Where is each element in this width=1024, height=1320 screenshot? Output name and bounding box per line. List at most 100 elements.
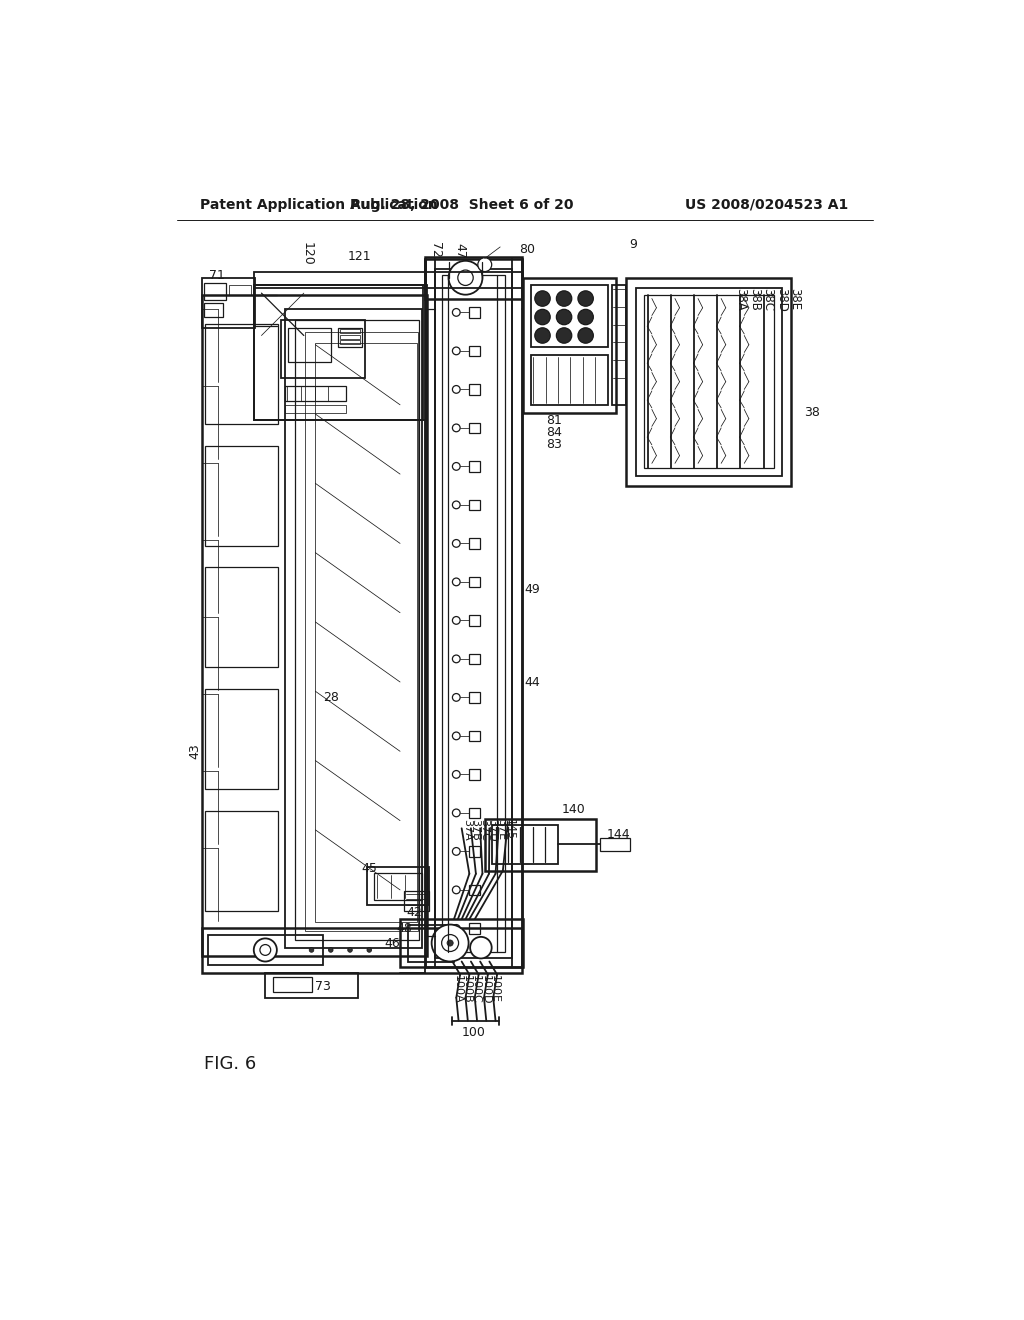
Bar <box>469 577 480 587</box>
Bar <box>285 309 422 948</box>
Bar <box>469 346 480 356</box>
Bar <box>531 355 608 405</box>
Bar <box>202 928 521 973</box>
Circle shape <box>453 733 460 739</box>
Text: 37C: 37C <box>479 818 489 841</box>
Text: 47: 47 <box>454 243 467 259</box>
Bar <box>469 308 480 318</box>
Bar <box>469 422 480 433</box>
Text: 73: 73 <box>315 979 331 993</box>
Circle shape <box>447 940 454 946</box>
Circle shape <box>453 309 460 317</box>
Text: 100D: 100D <box>480 974 490 1005</box>
Bar <box>285 405 346 413</box>
Text: 38B: 38B <box>748 288 761 310</box>
Text: 100C: 100C <box>471 974 481 1003</box>
Circle shape <box>453 616 460 624</box>
Circle shape <box>453 502 460 508</box>
Circle shape <box>441 935 459 952</box>
Text: 38D: 38D <box>775 288 787 312</box>
Text: 48: 48 <box>396 921 412 935</box>
Bar <box>367 867 429 906</box>
Text: 43: 43 <box>188 743 201 759</box>
Bar <box>339 327 361 347</box>
Text: 38A: 38A <box>734 288 746 310</box>
Circle shape <box>432 924 469 961</box>
Text: 9: 9 <box>630 238 637 251</box>
Bar <box>600 837 630 851</box>
Circle shape <box>453 693 460 701</box>
Text: 71: 71 <box>209 269 225 282</box>
Circle shape <box>535 327 550 343</box>
Bar <box>636 288 782 475</box>
Bar <box>205 568 279 668</box>
Circle shape <box>329 948 333 952</box>
Bar <box>340 335 360 339</box>
Circle shape <box>478 257 492 272</box>
Circle shape <box>453 578 460 586</box>
Bar <box>435 268 512 958</box>
Text: 144: 144 <box>606 828 630 841</box>
Bar <box>314 343 417 923</box>
Text: 80: 80 <box>519 243 536 256</box>
Bar <box>295 321 419 940</box>
Bar <box>208 935 323 965</box>
Circle shape <box>458 271 473 285</box>
Bar <box>205 446 279 545</box>
Circle shape <box>260 945 270 956</box>
Bar <box>281 321 366 378</box>
Bar <box>202 296 427 956</box>
Circle shape <box>453 771 460 779</box>
Bar <box>469 499 480 511</box>
Circle shape <box>449 261 482 294</box>
Bar <box>493 825 558 863</box>
Text: 83: 83 <box>547 438 562 451</box>
Text: 145: 145 <box>505 818 514 841</box>
Circle shape <box>535 309 550 325</box>
Bar <box>469 770 480 780</box>
Text: 37E: 37E <box>496 818 506 841</box>
Circle shape <box>453 886 460 894</box>
Circle shape <box>453 809 460 817</box>
Bar <box>611 285 626 405</box>
Bar <box>408 924 454 961</box>
Text: 84: 84 <box>547 426 562 440</box>
Bar <box>374 873 422 900</box>
Bar <box>425 259 521 966</box>
Bar <box>469 692 480 702</box>
Bar <box>469 653 480 664</box>
Text: 81: 81 <box>547 413 562 426</box>
Circle shape <box>556 309 571 325</box>
Circle shape <box>453 347 460 355</box>
Bar <box>205 810 279 911</box>
Bar <box>484 818 596 871</box>
Circle shape <box>578 290 593 306</box>
Bar <box>403 891 429 911</box>
Text: Aug. 28, 2008  Sheet 6 of 20: Aug. 28, 2008 Sheet 6 of 20 <box>350 198 573 211</box>
Bar <box>273 977 311 993</box>
Circle shape <box>578 309 593 325</box>
Text: 100A: 100A <box>453 974 463 1003</box>
Bar <box>254 285 423 420</box>
Circle shape <box>453 655 460 663</box>
Bar <box>205 284 226 300</box>
Bar <box>289 327 331 363</box>
Text: 28: 28 <box>323 690 339 704</box>
Text: 38: 38 <box>804 407 820 418</box>
Circle shape <box>453 424 460 432</box>
Text: 38E: 38E <box>787 288 801 310</box>
Circle shape <box>453 462 460 470</box>
Text: 37B: 37B <box>470 818 480 841</box>
Bar <box>469 539 480 549</box>
Bar <box>202 277 255 327</box>
Circle shape <box>254 939 276 961</box>
Bar <box>265 973 357 998</box>
Text: Patent Application Publication: Patent Application Publication <box>200 198 437 211</box>
Circle shape <box>453 847 460 855</box>
Bar <box>205 689 279 789</box>
Bar <box>469 846 480 857</box>
Circle shape <box>470 937 492 958</box>
Text: 37A: 37A <box>462 818 472 841</box>
Bar <box>523 277 615 412</box>
Circle shape <box>309 948 313 952</box>
